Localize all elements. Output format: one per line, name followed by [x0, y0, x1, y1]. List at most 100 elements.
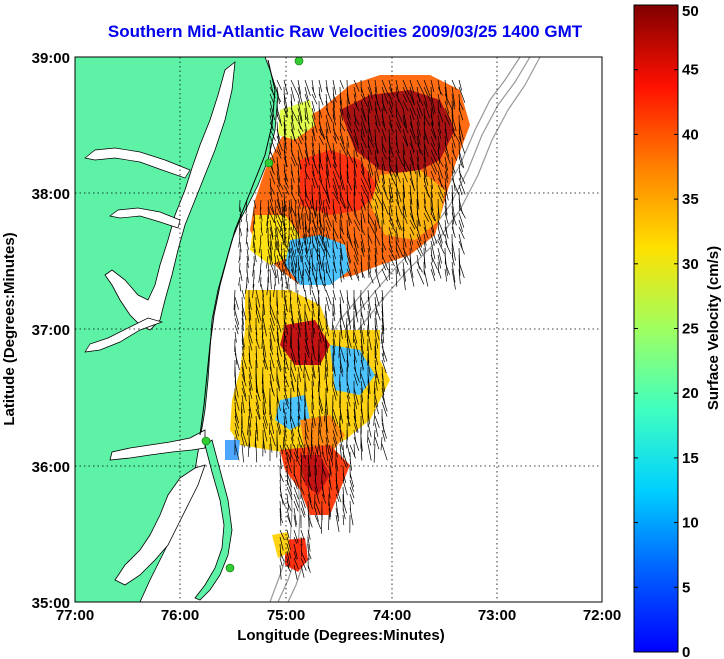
velocity-arrow	[388, 107, 394, 118]
velocity-arrow	[353, 219, 361, 232]
velocity-arrow	[281, 234, 285, 246]
velocity-arrow	[444, 240, 452, 255]
velocity-arrow	[451, 100, 454, 118]
velocity-arrow	[276, 247, 284, 262]
velocity-arrow	[276, 352, 282, 371]
velocity-arrow	[430, 268, 436, 282]
velocity-arrow	[304, 93, 310, 108]
velocity-arrow	[353, 366, 360, 383]
velocity-arrow	[241, 331, 245, 348]
velocity-arrow	[244, 283, 248, 294]
velocity-arrow	[374, 331, 379, 349]
x-axis: 77:00 76:00 75:00 74:00 73:00 72:00 Long…	[56, 607, 621, 644]
velocity-arrow	[276, 394, 281, 411]
velocity-arrow	[339, 93, 343, 106]
velocity-arrow	[260, 248, 263, 259]
velocity-arrow	[409, 156, 417, 175]
velocity-arrow	[335, 486, 342, 503]
velocity-arrow	[253, 227, 256, 241]
velocity-arrow	[234, 415, 240, 429]
velocity-arrow	[283, 107, 288, 118]
albemarle-sound	[109, 429, 206, 461]
velocity-arrow	[325, 219, 331, 231]
velocity-arrow	[286, 543, 292, 559]
velocity-arrow	[276, 338, 282, 357]
velocity-arrow	[307, 465, 311, 477]
velocity-arrow	[311, 289, 318, 307]
velocity-arrow	[311, 373, 315, 387]
velocity-arrow	[318, 352, 322, 366]
station-marker	[201, 436, 211, 446]
velocity-arrow	[332, 170, 340, 189]
velocity-arrow	[293, 444, 299, 459]
velocity-arrow	[276, 212, 282, 224]
velocity-arrow	[293, 493, 300, 508]
velocity-arrow	[381, 86, 389, 105]
velocity-arrow	[297, 170, 301, 183]
velocity-arrow	[381, 429, 386, 442]
velocity-arrow	[353, 296, 358, 316]
velocity-arrow	[353, 156, 358, 168]
velocity-arrow	[416, 142, 424, 156]
velocity-arrow	[283, 359, 286, 373]
velocity-arrow	[304, 205, 309, 221]
velocity-arrow	[302, 234, 306, 245]
velocity-arrow	[304, 394, 307, 408]
velocity-arrow	[451, 86, 456, 107]
velocity-arrow	[332, 268, 335, 289]
velocity-arrow	[430, 191, 434, 211]
station-markers	[201, 57, 304, 573]
velocity-arrow	[328, 514, 330, 531]
velocity-arrow	[367, 212, 376, 227]
velocity-arrow	[374, 135, 378, 154]
velocity-arrow	[234, 408, 240, 424]
velocity-arrow	[300, 486, 305, 496]
velocity-arrow	[241, 303, 247, 321]
velocity-arrow	[416, 247, 422, 257]
velocity-arrow	[279, 514, 284, 524]
velocity-arrow	[281, 262, 285, 276]
velocity-arrow	[402, 268, 406, 290]
velocity-arrow	[346, 352, 349, 368]
velocity-arrow	[255, 401, 261, 419]
velocity-arrow	[318, 79, 323, 93]
y-tick-label: 38:00	[32, 186, 70, 203]
velocity-arrow	[402, 114, 406, 128]
velocity-arrow	[360, 324, 365, 345]
velocity-arrow	[308, 255, 311, 266]
velocity-arrow	[262, 394, 267, 415]
velocity-arrow	[234, 331, 237, 343]
velocity-arrow	[311, 86, 317, 99]
velocity-arrow	[353, 443, 356, 457]
x-tick-label: 73:00	[478, 607, 516, 624]
velocity-arrow	[297, 366, 302, 382]
velocity-arrow	[332, 338, 336, 356]
velocity-arrow	[367, 247, 371, 261]
velocity-arrow	[290, 247, 296, 266]
velocity-arrow	[269, 352, 275, 369]
velocity-arrow	[309, 199, 313, 209]
velocity-arrow	[360, 142, 365, 154]
velocity-arrow	[381, 317, 385, 335]
velocity-arrow	[311, 100, 316, 112]
velocity-arrow	[359, 366, 362, 380]
velocity-arrow	[253, 213, 256, 225]
velocity-arrow	[373, 408, 376, 426]
velocity-arrow	[273, 283, 276, 297]
velocity-arrow	[245, 206, 248, 215]
grid-lines	[75, 57, 602, 602]
velocity-arrow	[416, 114, 420, 126]
velocity-arrow	[437, 177, 445, 190]
velocity-arrow	[451, 79, 457, 91]
velocity-arrow	[328, 507, 331, 520]
velocity-arrow	[297, 331, 300, 351]
velocity-arrow	[276, 135, 283, 152]
velocity-arrow	[360, 93, 369, 108]
velocity-arrow	[276, 107, 282, 123]
velocity-arrow	[311, 443, 314, 455]
velocity-arrow	[261, 366, 264, 384]
velocity-arrow	[324, 331, 327, 348]
velocity-arrow	[314, 458, 318, 476]
velocity-arrow	[274, 234, 278, 249]
velocity-arrow	[339, 177, 344, 190]
